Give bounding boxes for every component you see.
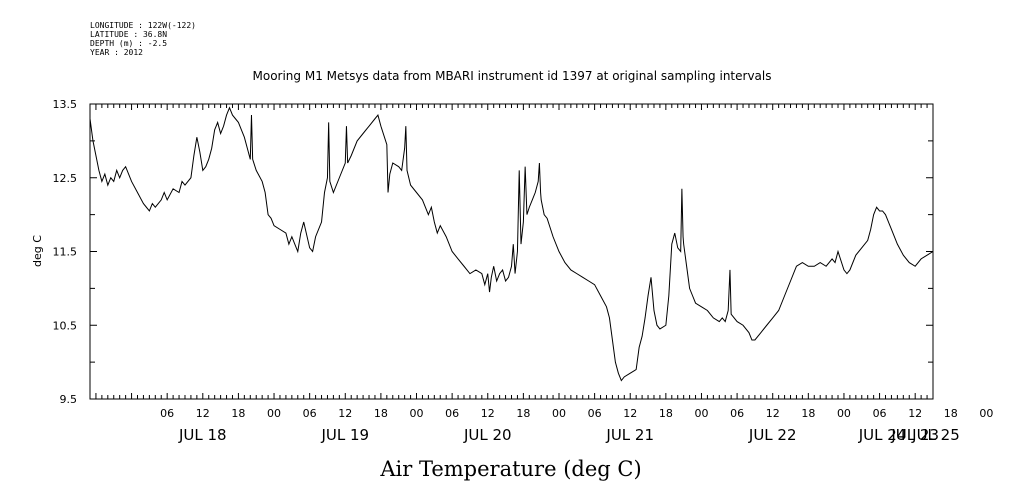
- y-tick-label: 13.5: [53, 98, 78, 111]
- meta-year: YEAR : 2012: [90, 48, 143, 57]
- x-day-label: JUL 24: [858, 426, 907, 444]
- y-tick-label: 12.5: [53, 172, 78, 185]
- x-hour-label: 00: [410, 407, 424, 420]
- x-hour-label: 06: [445, 407, 459, 420]
- x-hour-label: 06: [160, 407, 174, 420]
- x-hour-label: 18: [231, 407, 245, 420]
- meta-longitude: LONGITUDE : 122W(-122): [90, 21, 196, 30]
- y-tick-label: 9.5: [60, 393, 78, 406]
- y-tick-label: 10.5: [53, 319, 78, 332]
- x-hour-label: 06: [873, 407, 887, 420]
- x-hour-label: 12: [196, 407, 210, 420]
- x-axis: 06 12 18 00 06 12 18 00 06 12 18 00 06 12 18 00 06 12 18 00…: [89, 104, 993, 444]
- x-hour-label: 00: [267, 407, 281, 420]
- y-tick-label: 11.5: [53, 246, 78, 259]
- x-hour-label: 18: [374, 407, 388, 420]
- meta-latitude: LATITUDE : 36.8N: [90, 30, 168, 39]
- y-axis: 9.5 10.5 11.5 12.5 13.5: [53, 98, 933, 406]
- x-hour-label: 12: [481, 407, 495, 420]
- x-hour-label: 12: [623, 407, 637, 420]
- y-axis-label: deg C: [31, 235, 44, 267]
- x-hour-label: 12: [766, 407, 780, 420]
- x-axis-label: Air Temperature (deg C): [379, 457, 641, 481]
- x-hour-label: 18: [516, 407, 530, 420]
- plot-area-frame: [89, 103, 934, 400]
- x-hour-label: 06: [730, 407, 744, 420]
- x-hour-label: 00: [552, 407, 566, 420]
- air-temperature-line: [89, 106, 934, 382]
- x-day-label: JUL 21: [605, 426, 654, 444]
- x-day-label: JUL 19: [320, 426, 369, 444]
- station-metadata: LONGITUDE : 122W(-122) LATITUDE : 36.8N …: [90, 21, 196, 57]
- x-day-label: JUL 23: [890, 426, 939, 444]
- x-hour-label: 18: [944, 407, 958, 420]
- x-hour-label: 12: [338, 407, 352, 420]
- x-day-label: JUL 22: [748, 426, 797, 444]
- chart-title: Mooring M1 Metsys data from MBARI instru…: [253, 69, 772, 83]
- x-day-label: JUL 25: [911, 426, 960, 444]
- x-hour-label: 00: [694, 407, 708, 420]
- series-layer: [89, 106, 934, 382]
- x-hour-label: 18: [801, 407, 815, 420]
- x-hour-label: 12: [908, 407, 922, 420]
- x-hour-label: 00: [979, 407, 993, 420]
- x-hour-label: 06: [303, 407, 317, 420]
- meta-depth: DEPTH (m) : -2.5: [90, 39, 168, 48]
- x-day-label: JUL 18: [178, 426, 227, 444]
- x-hour-label: 00: [837, 407, 851, 420]
- x-hour-label: 06: [588, 407, 602, 420]
- x-day-label: JUL 20: [463, 426, 512, 444]
- x-hour-label: 18: [659, 407, 673, 420]
